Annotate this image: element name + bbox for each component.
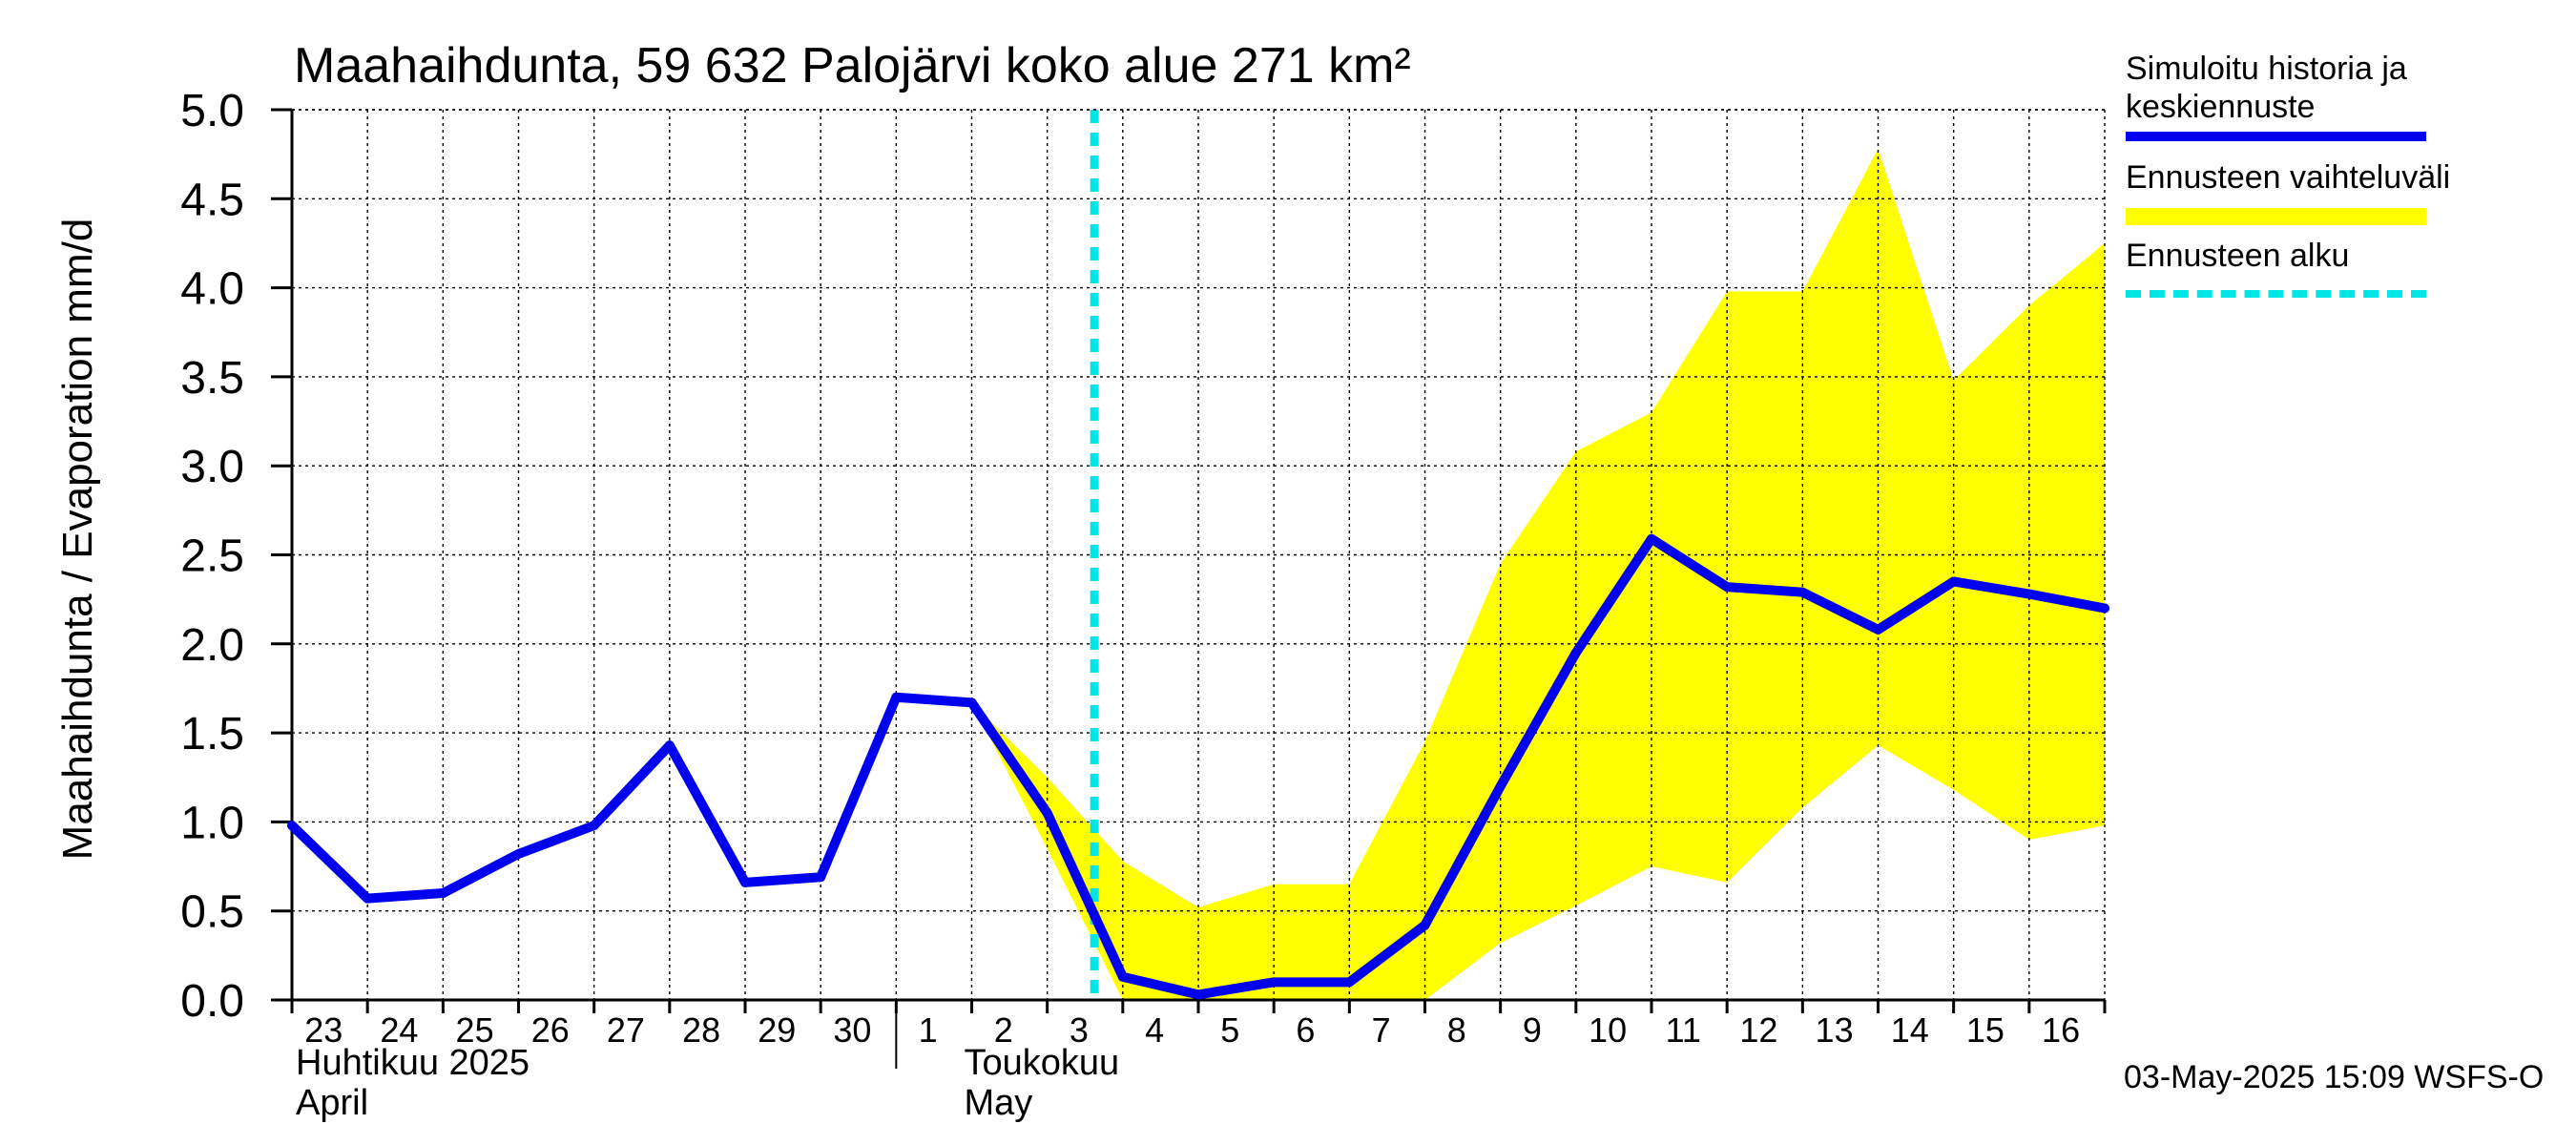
y-tick-label: 4.5 — [180, 175, 244, 225]
data-point — [1269, 977, 1279, 988]
x-tick-label: 25 — [456, 1010, 494, 1050]
legend-label-history-line1: Simuloitu historia ja — [2126, 51, 2407, 87]
y-tick-label: 0.0 — [180, 976, 244, 1027]
data-point — [589, 821, 599, 831]
x-tick-label: 24 — [380, 1010, 418, 1050]
x-tick-label: 14 — [1891, 1010, 1929, 1050]
x-tick-label: 7 — [1372, 1010, 1391, 1050]
legend-swatch-history — [2126, 132, 2426, 141]
x-tick-label: 12 — [1739, 1010, 1777, 1050]
legend-item-history: Simuloitu historia ja keskiennuste — [2126, 50, 2545, 147]
forecast-range-band — [971, 149, 2105, 1000]
data-point — [966, 697, 977, 708]
legend-label-forecast-start: Ennusteen alku — [2126, 238, 2350, 274]
data-point — [1495, 781, 1506, 792]
legend: Simuloitu historia ja keskiennuste Ennus… — [2126, 50, 2545, 298]
data-point — [664, 740, 675, 751]
y-tick-label: 3.5 — [180, 353, 244, 404]
y-tick-label: 1.5 — [180, 709, 244, 760]
x-tick-label: 9 — [1523, 1010, 1542, 1050]
x-tick-label: 29 — [758, 1010, 796, 1050]
x-tick-label: 2 — [994, 1010, 1013, 1050]
data-point — [1797, 587, 1808, 597]
x-tick-label: 8 — [1447, 1010, 1466, 1050]
y-tick-label: 3.0 — [180, 442, 244, 492]
data-point — [1042, 808, 1052, 819]
data-point — [513, 848, 524, 859]
data-point — [1344, 977, 1355, 988]
x-tick-label: 15 — [1966, 1010, 2005, 1050]
legend-label-range: Ennusteen vaihteluväli — [2126, 159, 2451, 196]
x-tick-label: 11 — [1666, 1010, 1701, 1050]
data-point — [438, 888, 448, 899]
x-tick-label: 3 — [1070, 1010, 1089, 1050]
data-point — [1570, 648, 1581, 658]
data-point — [287, 821, 297, 831]
x-tick-label: 5 — [1220, 1010, 1239, 1050]
month-label-en: May — [965, 1083, 1033, 1123]
legend-label-history-line2: keskiennuste — [2126, 89, 2316, 125]
data-point — [1948, 576, 1959, 587]
x-tick-label: 6 — [1296, 1010, 1315, 1050]
data-point — [2100, 603, 2109, 614]
y-axis-label: Maahaihdunta / Evaporation mm/d — [54, 219, 101, 861]
data-point — [2024, 589, 2034, 599]
data-point — [1722, 582, 1733, 593]
data-point — [1420, 920, 1430, 930]
timestamp-footer: 03-May-2025 15:09 WSFS-O — [2124, 1059, 2545, 1095]
y-tick-label: 2.5 — [180, 531, 244, 582]
month-label-fi: Huhtikuu 2025 — [296, 1043, 530, 1083]
x-tick-label: 4 — [1145, 1010, 1164, 1050]
data-point — [1194, 989, 1203, 1000]
y-tick-label: 0.5 — [180, 887, 244, 938]
legend-swatch-forecast-start — [2126, 290, 2426, 298]
data-point — [1647, 533, 1656, 544]
x-tick-label: 1 — [919, 1010, 938, 1050]
data-point — [1873, 624, 1883, 635]
data-point — [891, 692, 902, 702]
y-tick-label: 2.0 — [180, 620, 244, 671]
data-point — [816, 872, 826, 883]
x-tick-label: 10 — [1589, 1010, 1627, 1050]
data-point — [363, 893, 373, 904]
x-tick-label: 27 — [607, 1010, 645, 1050]
y-tick-label: 4.0 — [180, 264, 244, 315]
legend-item-forecast-start: Ennusteen alku — [2126, 218, 2545, 298]
legend-swatch-range — [2126, 208, 2426, 225]
data-point — [740, 877, 750, 887]
month-label-en: April — [296, 1083, 368, 1123]
x-tick-label: 30 — [833, 1010, 871, 1050]
x-tick-label: 13 — [1816, 1010, 1854, 1050]
x-tick-label: 23 — [304, 1010, 343, 1050]
legend-item-range: Ennusteen vaihteluväli — [2126, 147, 2545, 225]
x-tick-label: 16 — [2042, 1010, 2080, 1050]
x-tick-label: 28 — [682, 1010, 720, 1050]
chart-title: Maahaihdunta, 59 632 Palojärvi koko alue… — [294, 38, 1411, 94]
y-tick-label: 5.0 — [180, 86, 244, 136]
month-label-fi: Toukokuu — [965, 1043, 1120, 1083]
x-tick-label: 26 — [531, 1010, 570, 1050]
y-tick-label: 1.0 — [180, 798, 244, 848]
data-point — [1117, 971, 1128, 982]
